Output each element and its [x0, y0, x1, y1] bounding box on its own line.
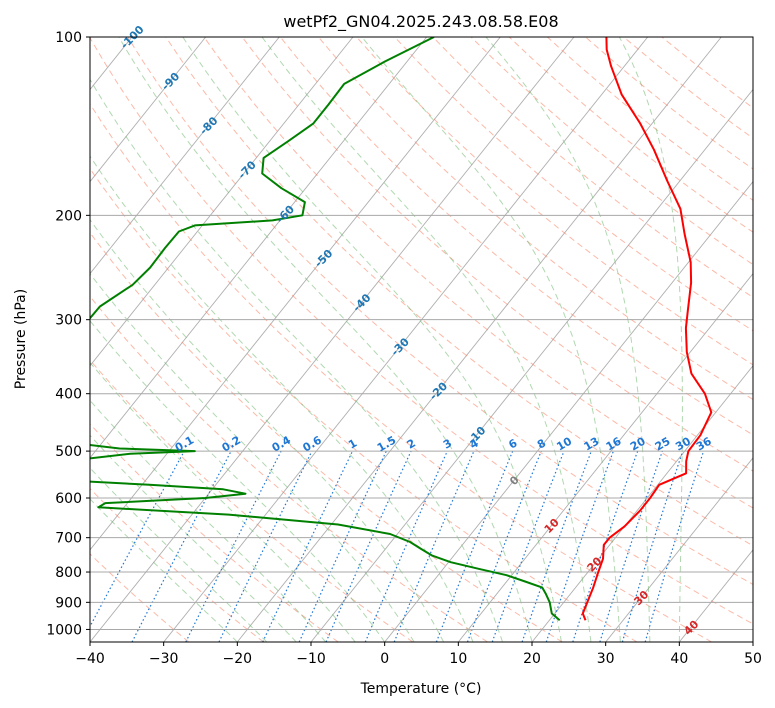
y-tick-label: 900 — [55, 595, 82, 611]
isotherm-line — [90, 37, 428, 459]
x-tick-label: 10 — [449, 651, 467, 667]
y-axis-label: Pressure (hPa) — [13, 289, 29, 389]
dry-adiabat-line — [90, 423, 339, 642]
mixing-ratio-line — [572, 450, 639, 642]
mixing-ratio-line — [325, 450, 412, 642]
mixing-ratio-line — [90, 450, 185, 628]
x-axis-label: Temperature (°C) — [360, 681, 482, 697]
y-tick-label: 500 — [55, 444, 82, 460]
isotherm-line — [90, 37, 280, 275]
isotherm-line — [90, 37, 575, 642]
dry-adiabat-line — [90, 37, 753, 625]
y-tick-label: 1000 — [46, 622, 82, 638]
y-tick-label: 200 — [55, 208, 82, 224]
mixing-ratio-line — [435, 450, 514, 642]
dry-adiabat-line — [356, 37, 753, 366]
moist-adiabat-line — [90, 155, 474, 642]
dry-adiabat-line — [127, 37, 753, 586]
moist-adiabat-line — [90, 273, 415, 642]
y-tick-label: 300 — [55, 313, 82, 329]
y-tick-label: 400 — [55, 387, 82, 403]
moist-adiabat-line — [90, 320, 386, 642]
mixing-ratio-line — [393, 450, 475, 642]
isotherm-line — [90, 37, 354, 367]
isotherm-line — [605, 457, 753, 642]
dry-adiabat-line — [394, 37, 753, 332]
mixing-ratio-line — [491, 450, 565, 642]
moist-adiabat-line — [182, 37, 562, 642]
x-tick-label: 20 — [523, 651, 541, 667]
mixing-ratio-line — [185, 450, 282, 642]
mixing-ratio-line — [545, 450, 614, 642]
mixing-ratio-line — [621, 450, 684, 642]
moist-adiabat-line — [261, 37, 592, 642]
dry-adiabat-line — [165, 37, 753, 547]
x-tick-label: 0 — [380, 651, 389, 667]
dry-adiabat-line — [318, 37, 753, 401]
moist-adiabat-line — [90, 467, 268, 642]
pressure-grid — [90, 37, 753, 630]
y-tick-label: 800 — [55, 565, 82, 581]
dewpoint-trace — [90, 37, 561, 622]
plot-frame — [89, 36, 754, 643]
moist-adiabat-line — [90, 361, 356, 642]
y-tick-label: 600 — [55, 491, 82, 507]
dry-adiabat-line — [90, 359, 414, 642]
mixing-ratio-line — [364, 450, 448, 642]
dry-adiabat-line — [90, 167, 638, 642]
x-tick-label: −40 — [75, 651, 105, 667]
dry-adiabat-line — [90, 103, 712, 642]
x-tick-label: 50 — [744, 651, 762, 667]
chart-title: wetPf2_GN04.2025.243.08.58.E08 — [283, 12, 558, 32]
temperature-trace — [581, 37, 713, 621]
isotherm-line — [384, 180, 753, 642]
background-lines — [90, 37, 753, 642]
isotherm-line — [90, 37, 501, 551]
dry-adiabat-line — [90, 553, 190, 642]
mixing-ratio-line — [644, 450, 705, 642]
mixing-ratio-line — [466, 450, 542, 642]
dry-adiabat-line — [90, 231, 563, 642]
x-tick-label: −30 — [149, 651, 179, 667]
moist-adiabat-line — [361, 37, 621, 642]
y-tick-label: 700 — [55, 531, 82, 547]
y-tick-label: 100 — [55, 30, 82, 46]
moist-adiabat-line — [90, 498, 238, 642]
x-tick-label: −10 — [296, 651, 326, 667]
moist-adiabat-line — [618, 37, 683, 642]
moist-adiabat-line — [485, 37, 651, 642]
x-axis: −40 −30 −20 −10 0 10 20 30 40 50 — [75, 642, 762, 667]
dry-adiabat-line — [203, 37, 753, 509]
moist-adiabat-line — [90, 78, 503, 642]
mixing-ratio-line — [521, 450, 592, 642]
x-tick-label: −20 — [223, 651, 253, 667]
x-tick-label: 30 — [597, 651, 615, 667]
isotherm-line — [90, 37, 207, 183]
traces — [90, 37, 713, 622]
moist-adiabat-line — [90, 434, 297, 642]
y-axis: 100 200 300 400 500 600 700 800 900 1000 — [46, 30, 90, 638]
isotherm-line — [531, 365, 753, 642]
isotherm-line — [163, 37, 649, 642]
dry-adiabat-line — [90, 295, 488, 642]
x-tick-label: 40 — [670, 651, 688, 667]
moist-adiabat-line — [118, 37, 533, 642]
mixing-ratio-line — [599, 450, 663, 642]
isotherm-line — [236, 37, 722, 642]
